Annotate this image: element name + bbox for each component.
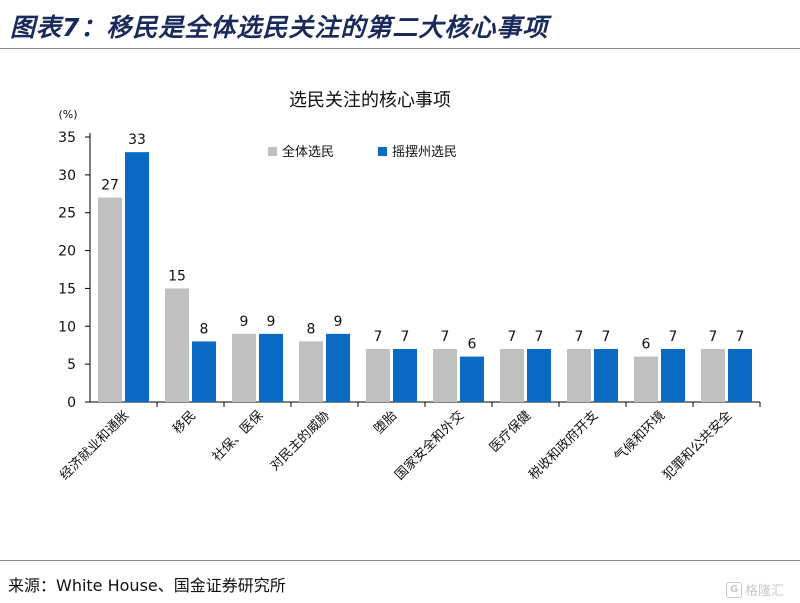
watermark-text: 格隆汇 [744,584,784,599]
y-axis-unit: (%) [58,108,77,121]
chart: 选民关注的核心事项 (%) 0 5 10 15 20 25 30 35 27 33 经济就业和通胀 15 8… [57,90,761,484]
data-label: 15 [168,268,186,284]
data-label: 7 [602,329,611,345]
bar [500,349,524,402]
data-label: 9 [267,314,276,330]
y-tick-label: 15 [58,281,76,297]
x-tick-label: 医疗保健 [487,408,534,455]
legend-swatch [268,147,277,156]
chart-title: 选民关注的核心事项 [289,90,451,111]
y-tick-label: 35 [58,130,76,146]
bar [165,288,189,402]
x-tick-label: 犯罪和公共安全 [660,408,736,484]
bar [527,349,551,402]
x-tick-label: 移民 [170,408,199,437]
watermark-logo-icon: G [725,581,742,598]
y-tick-label: 20 [58,244,76,260]
legend-swatch [378,147,387,156]
x-tick-label: 堕胎 [371,408,401,438]
data-label: 27 [101,178,119,194]
data-label: 7 [441,329,450,345]
bar [366,349,390,402]
data-label: 7 [709,329,718,345]
bar [701,349,725,402]
y-tick-label: 30 [58,168,76,184]
bottom-divider [0,560,800,561]
bar [634,356,658,402]
data-label: 7 [401,329,410,345]
bar [192,341,216,402]
bar [728,349,752,402]
bar [594,349,618,402]
source-note: 来源：White House、国金证券研究所 [8,576,286,595]
bar [661,349,685,402]
x-tick-label: 对民主的威胁 [267,408,333,474]
bar [567,349,591,402]
x-tick-label: 税收和政府开支 [526,408,601,483]
y-tick-label: 0 [67,395,76,411]
bar [460,356,484,402]
bar [259,333,283,402]
bar [232,333,256,402]
x-tick-label: 经济就业和通胀 [57,408,132,483]
data-label: 7 [575,329,584,345]
bar [393,349,417,402]
data-label: 7 [669,329,678,345]
legend-label: 全体选民 [282,144,334,160]
y-tick-label: 5 [67,357,76,373]
x-tick-label: 国家安全和外交 [392,408,468,484]
data-label: 9 [334,314,343,330]
data-label: 7 [535,329,544,345]
data-label: 9 [240,314,249,330]
x-tick-label: 社保、医保 [209,408,266,465]
data-label: 7 [508,329,517,345]
y-tick-label: 25 [58,206,76,222]
bar [433,349,457,402]
legend-label: 摇摆州选民 [392,145,457,160]
bar [98,197,122,402]
x-tick-label: 气候和环境 [611,408,668,465]
bar [125,152,149,402]
top-divider [0,48,800,49]
y-tick-label: 10 [58,319,76,335]
data-label: 7 [374,329,383,345]
data-label: 33 [128,132,146,148]
data-label: 8 [200,321,209,337]
watermark: G 格隆汇 [725,580,784,599]
bar [299,341,323,402]
data-label: 6 [642,337,651,353]
data-label: 6 [468,337,477,353]
bar [326,333,350,402]
data-label: 8 [307,321,316,337]
figure-title: 图表7：移民是全体选民关注的第二大核心事项 [10,13,549,42]
data-label: 7 [736,329,745,345]
